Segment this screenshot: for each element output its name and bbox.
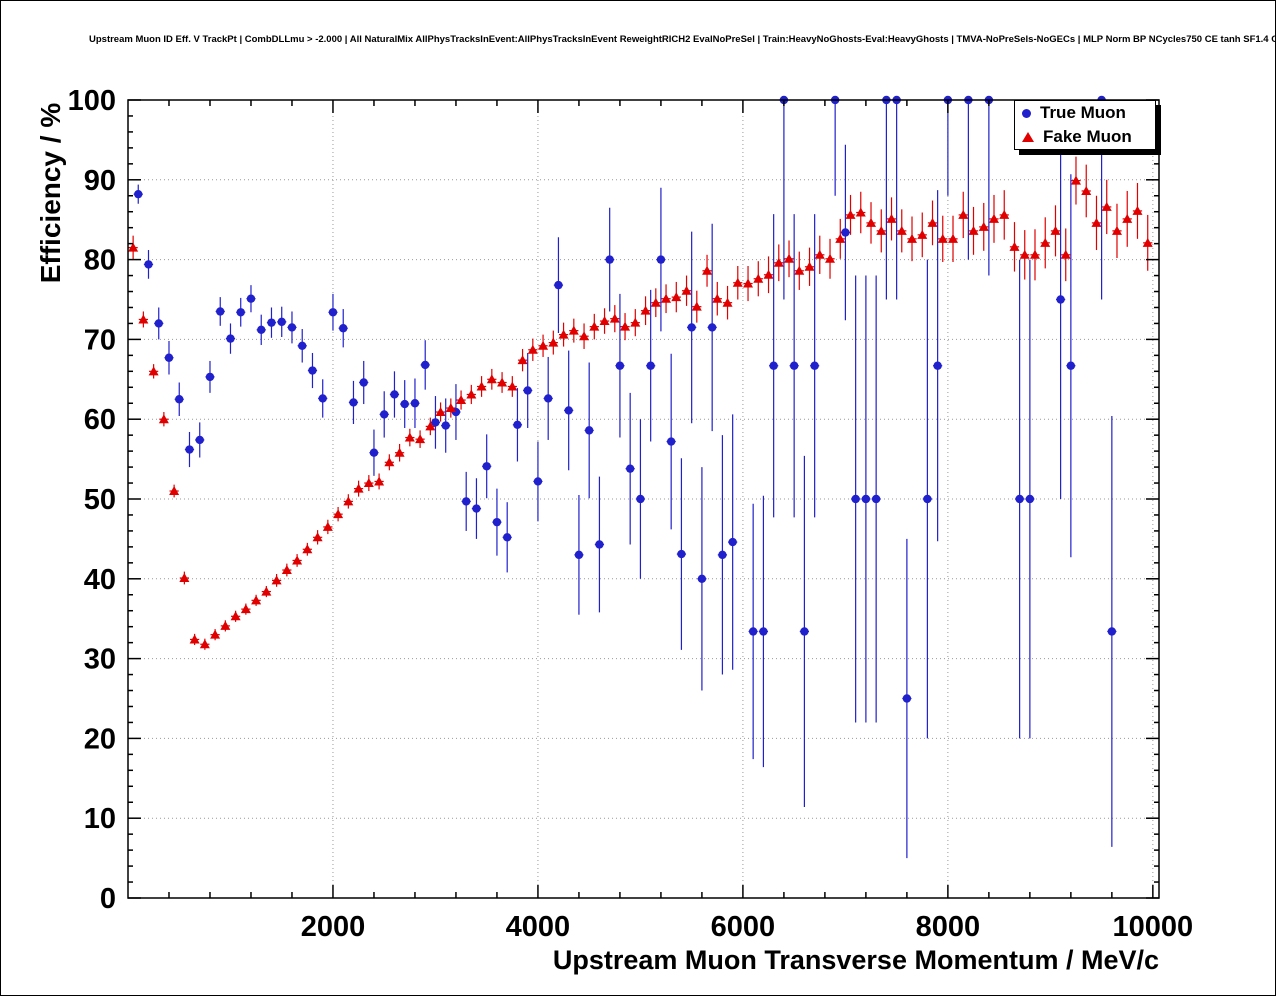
svg-text:0: 0 xyxy=(100,883,116,915)
axis-tick-labels: 2000 4000 6000 8000 10000 0 10 20 30 40 50 60 70 80 90… xyxy=(68,85,1194,943)
series-fake-muon xyxy=(128,156,1153,650)
svg-text:50: 50 xyxy=(84,484,116,516)
svg-text:4000: 4000 xyxy=(506,911,571,943)
svg-text:100: 100 xyxy=(68,85,116,117)
svg-text:10: 10 xyxy=(84,803,116,835)
legend-label-fake-muon: Fake Muon xyxy=(1043,127,1132,146)
svg-text:10000: 10000 xyxy=(1113,911,1194,943)
legend-label-true-muon: True Muon xyxy=(1040,103,1126,122)
svg-text:90: 90 xyxy=(84,165,116,197)
series-true-muon xyxy=(133,95,1117,859)
svg-text:80: 80 xyxy=(84,245,116,277)
legend-entry-fake-muon: Fake Muon xyxy=(1015,125,1155,149)
svg-text:6000: 6000 xyxy=(711,911,776,943)
svg-text:40: 40 xyxy=(84,564,116,596)
legend: True Muon Fake Muon xyxy=(1014,100,1156,150)
svg-text:8000: 8000 xyxy=(916,911,981,943)
plot-title: Upstream Muon ID Eff. V TrackPt | CombDL… xyxy=(89,34,1276,45)
fake-muon-marker-icon xyxy=(1022,132,1034,142)
svg-text:60: 60 xyxy=(84,404,116,436)
x-axis-title: Upstream Muon Transverse Momentum / MeV/… xyxy=(552,945,1159,975)
svg-text:30: 30 xyxy=(84,644,116,676)
gridlines xyxy=(128,100,1159,898)
true-muon-marker-icon xyxy=(1022,108,1031,118)
svg-text:70: 70 xyxy=(84,324,116,356)
svg-text:2000: 2000 xyxy=(301,911,366,943)
axis-ticks xyxy=(128,99,1159,899)
svg-text:20: 20 xyxy=(84,723,116,755)
legend-entry-true-muon: True Muon xyxy=(1015,101,1155,125)
